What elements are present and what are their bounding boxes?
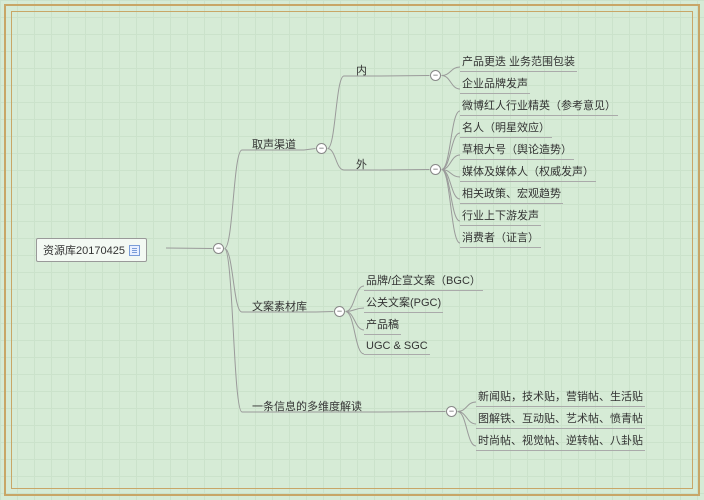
branch-b1b[interactable]: 外 bbox=[356, 156, 367, 172]
leaf-node[interactable]: 行业上下游发声 bbox=[460, 207, 541, 226]
collapse-root[interactable]: − bbox=[213, 243, 224, 254]
leaf-node[interactable]: 微博红人行业精英（参考意见） bbox=[460, 97, 618, 116]
collapse-b2[interactable]: − bbox=[334, 306, 345, 317]
note-icon[interactable] bbox=[129, 245, 140, 256]
collapse-b3[interactable]: − bbox=[446, 406, 457, 417]
leaf-node[interactable]: 消费者（证言） bbox=[460, 229, 541, 248]
leaf-node[interactable]: UGC & SGC bbox=[364, 340, 430, 355]
collapse-b1[interactable]: − bbox=[316, 143, 327, 154]
branch-b3[interactable]: 一条信息的多维度解读 bbox=[252, 398, 362, 414]
root-node[interactable]: 资源库20170425 bbox=[36, 238, 147, 262]
collapse-b1a[interactable]: − bbox=[430, 70, 441, 81]
collapse-b1b[interactable]: − bbox=[430, 164, 441, 175]
branch-b1a[interactable]: 内 bbox=[356, 62, 367, 78]
root-label: 资源库20170425 bbox=[43, 242, 125, 258]
leaf-node[interactable]: 草根大号（舆论造势） bbox=[460, 141, 574, 160]
leaf-node[interactable]: 新闻贴，技术贴，营销帖、生活贴 bbox=[476, 388, 645, 407]
branch-b2[interactable]: 文案素材库 bbox=[252, 298, 307, 314]
leaf-node[interactable]: 媒体及媒体人（权威发声） bbox=[460, 163, 596, 182]
leaf-node[interactable]: 时尚帖、视觉帖、逆转帖、八卦贴 bbox=[476, 432, 645, 451]
leaf-node[interactable]: 企业品牌发声 bbox=[460, 75, 530, 94]
leaf-node[interactable]: 产品稿 bbox=[364, 316, 401, 335]
leaf-node[interactable]: 公关文案(PGC) bbox=[364, 294, 443, 313]
branch-b1[interactable]: 取声渠道 bbox=[252, 136, 296, 152]
leaf-node[interactable]: 相关政策、宏观趋势 bbox=[460, 185, 563, 204]
leaf-node[interactable]: 产品更迭 业务范围包装 bbox=[460, 53, 577, 72]
mindmap-canvas: 资源库20170425 − 取声渠道 − 内 − 产品更迭 业务范围包装企业品牌发声外 − 微博… bbox=[0, 0, 704, 500]
leaf-node[interactable]: 名人（明星效应） bbox=[460, 119, 552, 138]
leaf-node[interactable]: 品牌/企宣文案（BGC） bbox=[364, 272, 483, 291]
leaf-node[interactable]: 图解铁、互动贴、艺术帖、愤青帖 bbox=[476, 410, 645, 429]
